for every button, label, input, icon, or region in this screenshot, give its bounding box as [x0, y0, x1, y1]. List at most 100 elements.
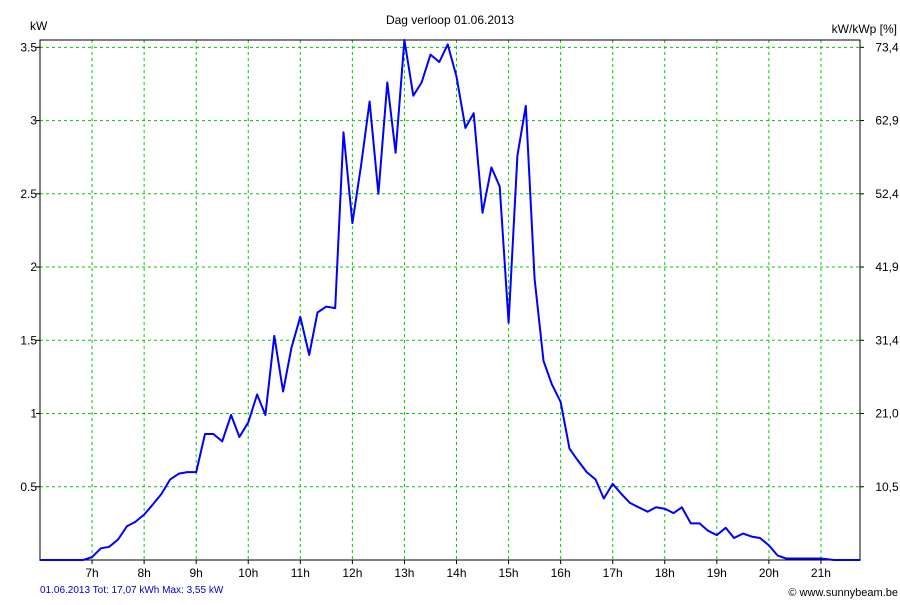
data-point: [455, 75, 458, 78]
data-point: [351, 222, 354, 224]
x-tick-label: 18h: [655, 566, 675, 580]
y-tick-label-right: 10,5: [875, 480, 899, 494]
data-point: [65, 559, 67, 561]
data-point: [299, 316, 302, 318]
data-point: [733, 537, 735, 539]
data-point: [282, 390, 284, 393]
x-tick-label: 10h: [238, 566, 258, 580]
series-layer: [39, 39, 861, 561]
data-point: [334, 307, 337, 309]
data-point: [39, 559, 41, 561]
footer-summary: 01.06.2013 Tot: 17,07 kWh Max: 3,55 kW: [40, 585, 224, 596]
data-point: [273, 335, 276, 337]
data-point: [559, 401, 562, 403]
x-tick-label: 20h: [759, 566, 779, 580]
data-point: [178, 472, 180, 475]
data-point: [498, 185, 501, 188]
data-point: [750, 535, 753, 538]
x-tick-label: 16h: [551, 566, 571, 580]
y-axis-label-right: kW/kWp [%]: [832, 22, 897, 36]
data-point: [325, 305, 328, 308]
data-point: [629, 502, 631, 504]
data-point: [542, 360, 545, 362]
data-point: [681, 506, 683, 509]
data-point: [516, 154, 519, 157]
data-point: [386, 81, 389, 84]
data-point: [664, 507, 666, 510]
data-point: [429, 53, 432, 56]
data-point: [238, 436, 241, 438]
data-point: [533, 278, 536, 280]
data-point: [230, 414, 232, 416]
data-point: [82, 559, 84, 561]
data-point: [377, 193, 380, 195]
data-point: [204, 433, 206, 435]
data-point: [91, 556, 93, 558]
data-point: [577, 459, 579, 462]
y-tick-label-left: 0.5: [20, 480, 37, 494]
y-tick-label-right: 31,4: [875, 333, 899, 347]
data-point: [108, 546, 110, 548]
data-point: [221, 440, 223, 443]
data-point: [394, 152, 397, 154]
x-tick-label: 13h: [394, 566, 414, 580]
data-point: [247, 421, 250, 424]
data-point: [264, 414, 267, 416]
data-point: [412, 94, 415, 97]
data-point: [360, 163, 363, 166]
data-point: [716, 534, 718, 536]
data-point: [759, 537, 761, 539]
data-point: [507, 321, 510, 324]
data-point: [776, 554, 779, 557]
data-point: [126, 525, 128, 528]
y-axis-label-left: kW: [30, 19, 48, 33]
data-point: [690, 522, 692, 525]
data-point: [707, 529, 709, 532]
data-point: [594, 478, 597, 481]
y-tick-label-left: 3: [30, 114, 37, 128]
data-point: [742, 532, 744, 535]
y-tick-label-left: 2.5: [20, 187, 37, 201]
x-tick-label: 7h: [85, 566, 98, 580]
y-tick-label-left: 1.5: [20, 333, 37, 347]
data-point: [403, 39, 406, 41]
y-tick-label-right: 62,9: [875, 114, 899, 128]
data-point: [316, 311, 319, 314]
x-tick-label: 17h: [603, 566, 623, 580]
data-point: [859, 559, 861, 561]
grid-lines: [40, 40, 860, 560]
data-point: [342, 131, 345, 134]
data-point: [655, 506, 657, 509]
data-point: [464, 127, 467, 129]
chart-title: Dag verloop 01.06.2013: [386, 13, 514, 27]
data-point: [568, 447, 571, 450]
data-point: [438, 61, 441, 63]
data-point: [611, 483, 614, 485]
data-point: [368, 100, 371, 103]
data-point: [785, 557, 787, 560]
data-point: [620, 493, 623, 495]
data-point: [820, 557, 822, 560]
x-tick-label: 9h: [190, 566, 203, 580]
y-tick-label-right: 73,4: [875, 40, 899, 54]
x-tick-label: 15h: [499, 566, 519, 580]
x-tick-label: 21h: [811, 566, 831, 580]
y-tick-label-right: 21,0: [875, 407, 899, 421]
data-point: [490, 166, 493, 169]
plot-frame: [39, 39, 861, 561]
x-tick-label: 19h: [707, 566, 727, 580]
data-point: [152, 503, 154, 506]
data-point: [134, 521, 137, 523]
data-point: [525, 105, 527, 107]
data-point: [117, 538, 119, 541]
power-series-line: [40, 39, 860, 561]
data-point: [186, 471, 189, 473]
data-point: [603, 497, 605, 500]
data-point: [420, 81, 423, 84]
data-point: [833, 559, 835, 561]
x-tick-label: 8h: [137, 566, 150, 580]
y-tick-label-left: 1: [30, 407, 37, 421]
x-tick-label: 11h: [291, 566, 310, 580]
